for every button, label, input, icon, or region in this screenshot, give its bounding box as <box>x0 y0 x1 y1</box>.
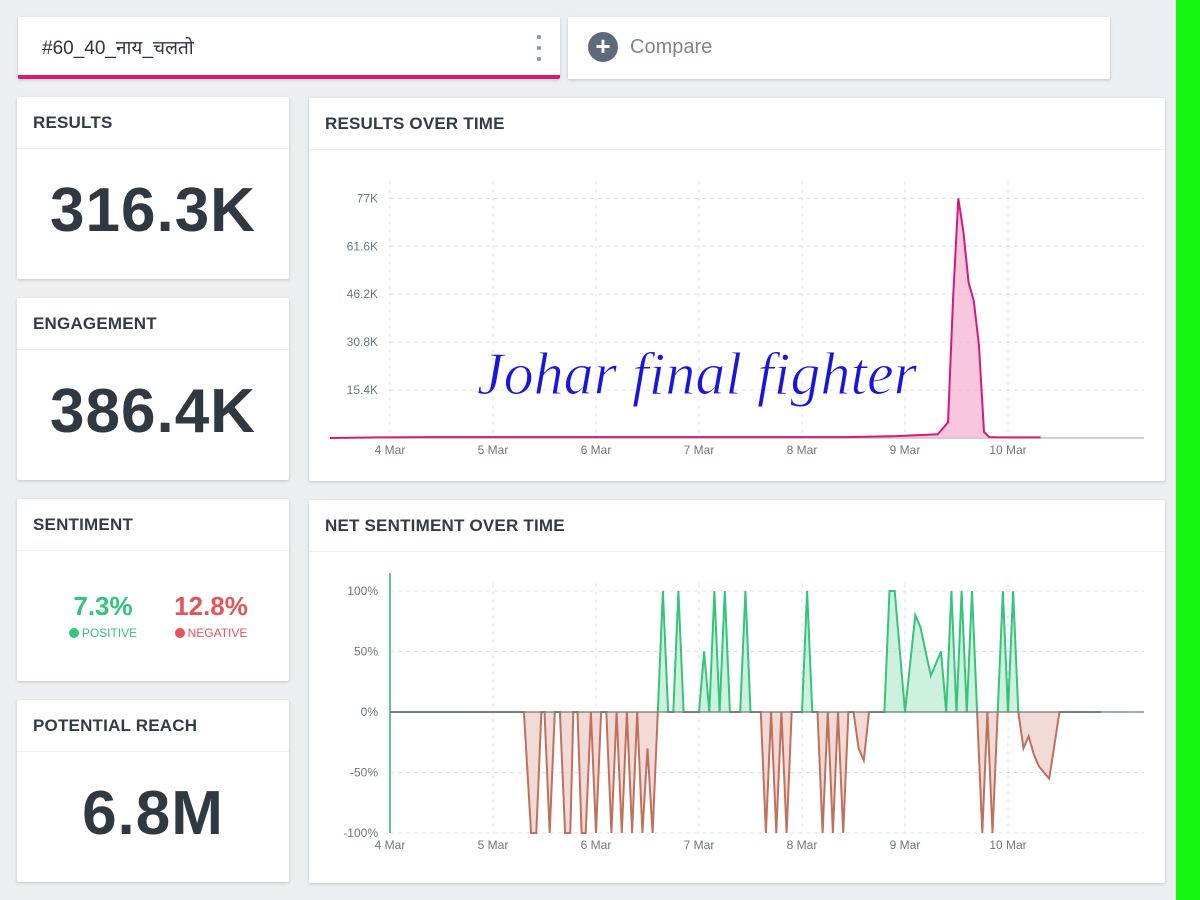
c1-negative-line <box>390 712 1101 834</box>
c1-y-tick: 50% <box>354 645 378 659</box>
negative-value: 12.8% <box>174 591 248 621</box>
c0-y-tick: 61.6K <box>347 239 378 253</box>
negative-label: NEGATIVE <box>187 626 248 640</box>
engagement-card: ENGAGEMENT 386.4K <box>17 298 289 480</box>
watermark-text: Johar final fighter <box>477 341 918 407</box>
results-chart-title: RESULTS OVER TIME <box>309 98 1165 150</box>
results-title: RESULTS <box>17 97 289 149</box>
c1-x-tick: 4 Mar <box>375 838 406 852</box>
smile-icon <box>68 628 79 638</box>
frown-icon <box>174 628 185 638</box>
c1-y-tick: 0% <box>361 705 379 719</box>
query-tab[interactable]: #60_40_नाय_चलतो <box>18 17 560 79</box>
plus-circle-icon: + <box>588 32 618 62</box>
reach-value: 6.8M <box>82 779 224 848</box>
results-over-time-card: RESULTS OVER TIME 4 Mar 5 Mar 6 Mar 7 Mar 8 … <box>309 98 1165 481</box>
engagement-value: 386.4K <box>50 377 256 446</box>
c1-x-tick: 5 Mar <box>478 838 509 852</box>
c0-x-tick: 4 Mar <box>375 443 406 457</box>
c1-x-tick: 10 Mar <box>989 838 1026 852</box>
c0-results-area <box>330 198 1041 438</box>
query-tab-label: #60_40_नाय_चलतो <box>42 38 194 59</box>
results-over-time-chart: 4 Mar 5 Mar 6 Mar 7 Mar 8 Mar 9 Mar 10 Mar 77K 6… <box>329 181 1144 457</box>
c0-x-tick: 6 Mar <box>581 443 612 457</box>
positive-value: 7.3% <box>73 591 133 621</box>
c0-results-line <box>329 198 1041 439</box>
side-accent-bar <box>1174 0 1200 900</box>
c0-y-tick: 30.8K <box>347 335 378 349</box>
c1-x-tick: 7 Mar <box>684 838 715 852</box>
c1-x-tick: 9 Mar <box>890 838 921 852</box>
sentiment-title: SENTIMENT <box>17 499 289 551</box>
results-card: RESULTS 316.3K <box>17 97 289 279</box>
c1-positive-area <box>390 591 1101 712</box>
compare-label: Compare <box>630 36 713 58</box>
c0-x-tick: 10 Mar <box>989 443 1026 457</box>
positive-sentiment: 7.3% POSITIVE <box>43 591 163 640</box>
c1-x-tick: 8 Mar <box>787 838 818 852</box>
sentiment-chart-title: NET SENTIMENT OVER TIME <box>309 500 1165 552</box>
net-sentiment-chart: 4 Mar 5 Mar 6 Mar 7 Mar 8 Mar 9 Mar 10 Mar 100%… <box>343 573 1144 852</box>
sentiment-card: SENTIMENT 7.3% POSITIVE 12.8% NEGATIVE <box>17 499 289 681</box>
c0-y-tick: 77K <box>357 191 378 205</box>
c1-x-tick: 6 Mar <box>581 838 612 852</box>
kebab-icon[interactable] <box>536 35 542 61</box>
c0-y-tick: 46.2K <box>347 287 378 301</box>
c1-y-tick: 100% <box>347 584 378 598</box>
reach-card: POTENTIAL REACH 6.8M <box>17 700 289 882</box>
c0-x-tick: 8 Mar <box>787 443 818 457</box>
results-value: 316.3K <box>50 176 256 245</box>
c1-negative-area <box>390 712 1101 833</box>
c0-x-tick: 5 Mar <box>478 443 509 457</box>
reach-title: POTENTIAL REACH <box>17 700 289 752</box>
c0-y-tick: 15.4K <box>347 383 378 397</box>
negative-sentiment: 12.8% NEGATIVE <box>151 591 271 640</box>
c1-y-tick: -50% <box>350 766 378 780</box>
engagement-title: ENGAGEMENT <box>17 298 289 350</box>
c1-y-tick: -100% <box>343 826 378 840</box>
c0-x-tick: 7 Mar <box>684 443 715 457</box>
c0-x-tick: 9 Mar <box>890 443 921 457</box>
compare-button[interactable]: + Compare <box>568 17 1110 79</box>
positive-label: POSITIVE <box>81 626 138 640</box>
net-sentiment-card: NET SENTIMENT OVER TIME 4 Mar 5 Mar 6 Mar 7… <box>309 500 1165 883</box>
